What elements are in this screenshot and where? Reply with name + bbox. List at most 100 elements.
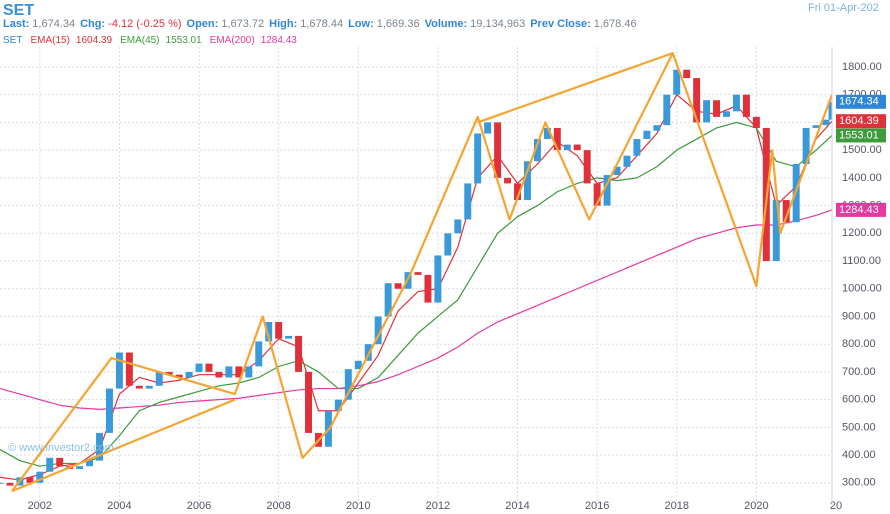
value-badge-label: 1604.39: [839, 115, 879, 127]
header: SET Fri 01-Apr-202 Last: 1,674.34 Chg: -4.1…: [3, 2, 879, 454]
candle: [36, 471, 44, 483]
stat-value: 1,669.36: [377, 18, 420, 30]
candle: [255, 341, 263, 367]
candle: [215, 371, 223, 378]
candle: [165, 371, 173, 375]
y-tick-label: 500.00: [842, 421, 876, 433]
stat-value: 1,673.72: [221, 18, 264, 30]
x-tick-label: 2012: [426, 500, 450, 512]
y-tick-label: 1400.00: [842, 172, 882, 184]
candle: [235, 366, 243, 378]
value-badge: [836, 128, 886, 143]
candle: [583, 150, 591, 184]
y-tick-label: 1000.00: [842, 283, 882, 295]
watermark: © www.investor2.com: [8, 442, 114, 454]
candle: [553, 127, 561, 151]
value-badge: [836, 94, 886, 109]
candle: [752, 116, 760, 128]
candle: [643, 130, 651, 140]
x-tick-label: 2004: [107, 500, 131, 512]
candle: [285, 335, 293, 339]
candle: [683, 69, 691, 79]
candle: [115, 352, 123, 389]
candle: [454, 219, 462, 234]
legend-name: EMA(200): [210, 35, 255, 46]
candle: [623, 155, 631, 167]
candle: [424, 274, 432, 303]
candle: [0, 482, 4, 484]
candle: [56, 457, 64, 467]
candle: [464, 183, 472, 220]
candle: [374, 316, 382, 345]
candle: [633, 139, 641, 156]
candle: [723, 111, 730, 117]
candle: [225, 366, 233, 378]
y-tick-label: 400.00: [842, 449, 876, 461]
stat-value: 1,674.34: [32, 18, 75, 30]
x-tick-label: 2006: [187, 500, 211, 512]
candle: [295, 335, 303, 372]
value-badge-label: 1284.43: [839, 204, 879, 216]
candle: [742, 94, 750, 117]
candle: [96, 432, 104, 461]
y-tick-label: 1100.00: [842, 255, 881, 267]
candle: [434, 255, 442, 303]
candle: [245, 366, 253, 378]
candle: [145, 385, 153, 389]
symbol: SET: [3, 2, 34, 19]
candle: [782, 200, 790, 223]
candle: [732, 94, 740, 112]
candle: [275, 322, 283, 339]
y-tick-label: 1500.00: [842, 144, 882, 156]
candle: [384, 283, 392, 317]
stat-label: Volume:: [425, 18, 468, 30]
x-tick-label: 2002: [28, 500, 52, 512]
stat-label: High:: [269, 18, 297, 30]
candle: [394, 283, 402, 289]
candle: [504, 177, 512, 184]
stat-label: Chg:: [80, 18, 105, 30]
candle: [135, 385, 143, 389]
value-badge-label: 1553.01: [839, 129, 879, 141]
candle: [86, 460, 94, 467]
axes: 300.00 400.00 500.00 600.00 700.00 800.00 900.…: [28, 47, 886, 512]
candle: [613, 166, 621, 176]
y-tick-label: 800.00: [842, 338, 876, 350]
pattern-line: [477, 52, 674, 124]
candle: [6, 482, 14, 486]
candle: [523, 161, 531, 201]
stat-label: Last:: [3, 18, 29, 30]
candle: [703, 100, 711, 123]
stat-label: Prev Close:: [530, 18, 591, 30]
x-tick-label: 2020: [744, 500, 768, 512]
candle: [185, 371, 193, 378]
candle: [155, 371, 163, 386]
stat-value: -4.12 (-0.25 %): [108, 18, 181, 30]
candle: [663, 94, 671, 126]
candle: [828, 101, 832, 120]
candle: [414, 272, 422, 275]
candle: [673, 69, 681, 95]
y-tick-label: 1800.00: [842, 61, 882, 73]
legend-value: 1284.43: [261, 35, 298, 46]
legend-name: EMA(15): [30, 35, 69, 46]
candle: [593, 183, 601, 206]
candle: [265, 322, 273, 342]
stat-value: 19,134,963: [470, 18, 525, 30]
candle: [514, 183, 521, 201]
ema-line: [0, 121, 832, 467]
candle: [494, 122, 502, 178]
candle: [26, 477, 34, 483]
candle: [334, 399, 342, 411]
candle: [802, 127, 810, 164]
candle: [305, 371, 312, 433]
candle: [693, 78, 701, 123]
candle: [344, 369, 352, 400]
stat-value: 1,678.44: [300, 18, 343, 30]
candle: [822, 119, 830, 126]
candle: [484, 122, 492, 134]
stat-label: Low:: [348, 18, 374, 30]
date: Fri 01-Apr-202: [808, 2, 879, 14]
y-tick-label: 900.00: [842, 310, 876, 322]
